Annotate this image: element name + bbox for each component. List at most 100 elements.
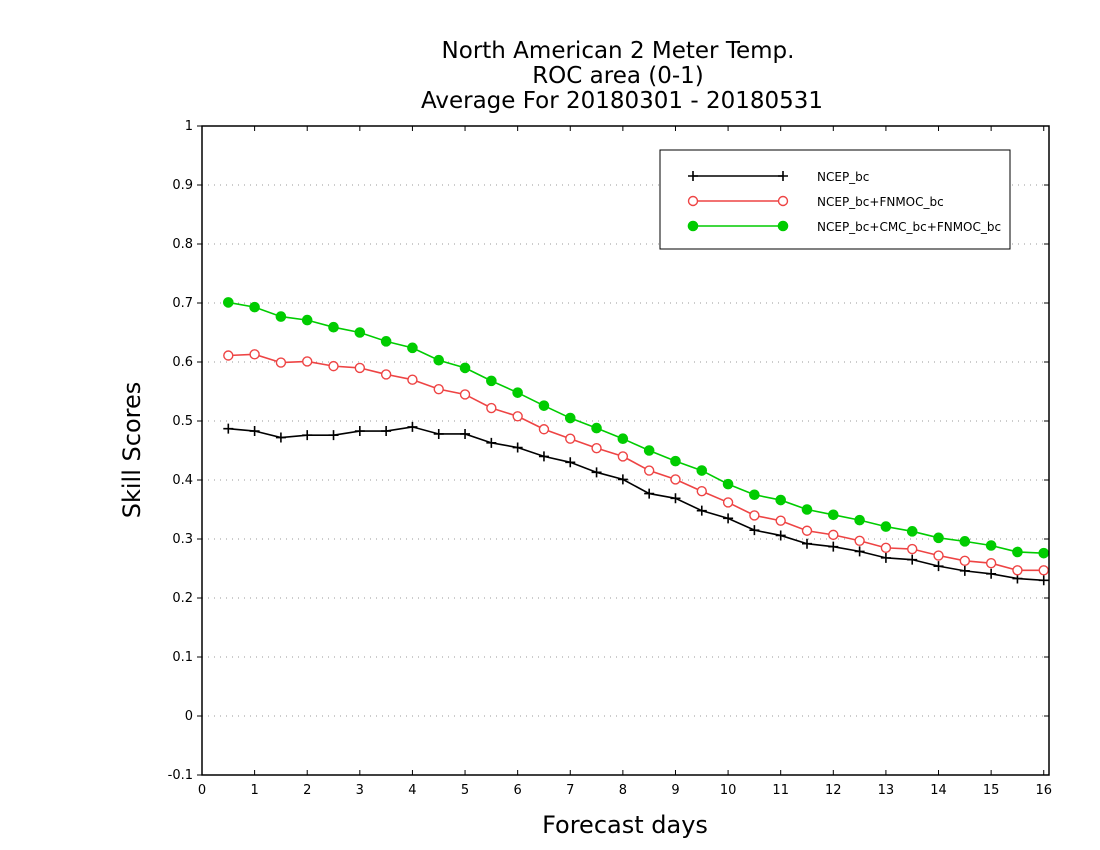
x-tick-label: 10 (720, 783, 737, 798)
data-point (565, 457, 576, 468)
data-point (722, 497, 734, 508)
y-axis-ticks: -0.1 0 0.1 0.2 0.3 0.4 0.5 0.6 0.7 0.8 0.9 1 (168, 119, 1049, 783)
x-tick-label: 3 (356, 783, 364, 798)
data-point (591, 467, 602, 478)
data-point (380, 369, 392, 380)
data-point (617, 433, 629, 445)
data-point (880, 521, 892, 532)
data-point (986, 568, 997, 579)
legend-entry-1: NCEP_bc (688, 170, 869, 184)
legend-marker (687, 195, 699, 207)
data-point (433, 428, 444, 439)
data-point (643, 465, 655, 476)
data-point (617, 451, 629, 462)
data-point (696, 486, 707, 497)
data-point (749, 489, 760, 501)
x-tick-label: 12 (825, 783, 842, 798)
legend-marker (778, 171, 788, 181)
legend-marker (777, 220, 789, 232)
data-point (828, 509, 839, 521)
data-point (302, 430, 313, 441)
chart-title: North American 2 Meter Temp. ROC area (0… (421, 38, 823, 114)
data-point (328, 321, 339, 333)
legend: NCEP_bc NCEP_bc+FNMOC_bc NCEP_bc+CMC_bc+FN… (659, 149, 1011, 250)
y-tick-label: 0 (185, 709, 193, 724)
data-point (328, 360, 339, 372)
series-line (228, 353, 1044, 572)
data-point (723, 513, 734, 524)
data-point (486, 437, 497, 448)
data-point (354, 426, 365, 437)
y-tick-label: 0.5 (172, 414, 193, 429)
x-tick-label: 6 (514, 783, 522, 798)
x-tick-label: 16 (1035, 783, 1052, 798)
title-line-1: North American 2 Meter Temp. (442, 38, 795, 64)
x-tick-label: 13 (878, 783, 895, 798)
gridlines (202, 184, 1049, 717)
data-point (460, 428, 471, 439)
data-point (670, 474, 681, 485)
y-axis-label: Skill Scores (118, 382, 146, 519)
data-point (696, 505, 707, 516)
data-point (407, 374, 418, 385)
legend-label: NCEP_bc+FNMOC_bc (817, 195, 944, 209)
data-point (801, 525, 813, 536)
data-point (722, 478, 734, 490)
data-point (249, 349, 260, 360)
data-point (854, 535, 865, 546)
y-tick-label: 0.6 (172, 355, 193, 370)
data-point (223, 350, 234, 361)
x-tick-label: 1 (250, 783, 258, 798)
data-point (985, 540, 997, 551)
y-tick-label: 0.2 (172, 591, 193, 606)
x-tick-label: 8 (619, 783, 627, 798)
data-point (565, 433, 576, 444)
data-point (512, 442, 523, 453)
data-point (643, 445, 655, 456)
x-tick-label: 14 (930, 783, 947, 798)
data-point (275, 311, 287, 322)
data-point (459, 389, 471, 400)
data-point (381, 426, 392, 437)
x-axis-label: Forecast days (542, 811, 708, 839)
data-point (354, 362, 366, 374)
data-point (907, 543, 918, 555)
data-point (933, 532, 944, 544)
data-point (775, 494, 786, 506)
data-point (512, 411, 523, 422)
data-point (223, 423, 234, 434)
data-point (933, 561, 944, 572)
data-point (407, 342, 418, 354)
x-tick-label: 11 (772, 783, 789, 798)
data-point (275, 432, 286, 443)
legend-entry-2: NCEP_bc+FNMOC_bc (687, 195, 944, 209)
y-tick-label: 0.8 (172, 237, 193, 252)
data-point (775, 515, 786, 526)
y-tick-label: 0.7 (172, 296, 193, 311)
data-point (538, 424, 550, 435)
series-1 (223, 421, 1049, 586)
data-point (564, 412, 576, 424)
data-point (802, 538, 812, 549)
data-point (275, 357, 287, 368)
series-3 (223, 297, 1050, 559)
y-tick-label: 0.9 (172, 178, 193, 193)
plot-frame (201, 125, 1050, 776)
data-point (880, 552, 891, 563)
data-point (302, 356, 313, 367)
data-point (617, 474, 628, 485)
x-tick-label: 2 (303, 783, 311, 798)
data-point (907, 554, 918, 565)
data-point (1038, 565, 1049, 576)
data-point (538, 451, 549, 462)
y-tick-label: 0.4 (172, 473, 193, 488)
data-point (249, 301, 260, 313)
data-point (880, 542, 892, 554)
data-point (670, 493, 681, 504)
data-point (486, 375, 497, 387)
legend-marker (687, 220, 699, 232)
legend-box (659, 149, 1011, 250)
y-tick-label: 0.1 (172, 650, 193, 665)
data-point (538, 400, 550, 411)
